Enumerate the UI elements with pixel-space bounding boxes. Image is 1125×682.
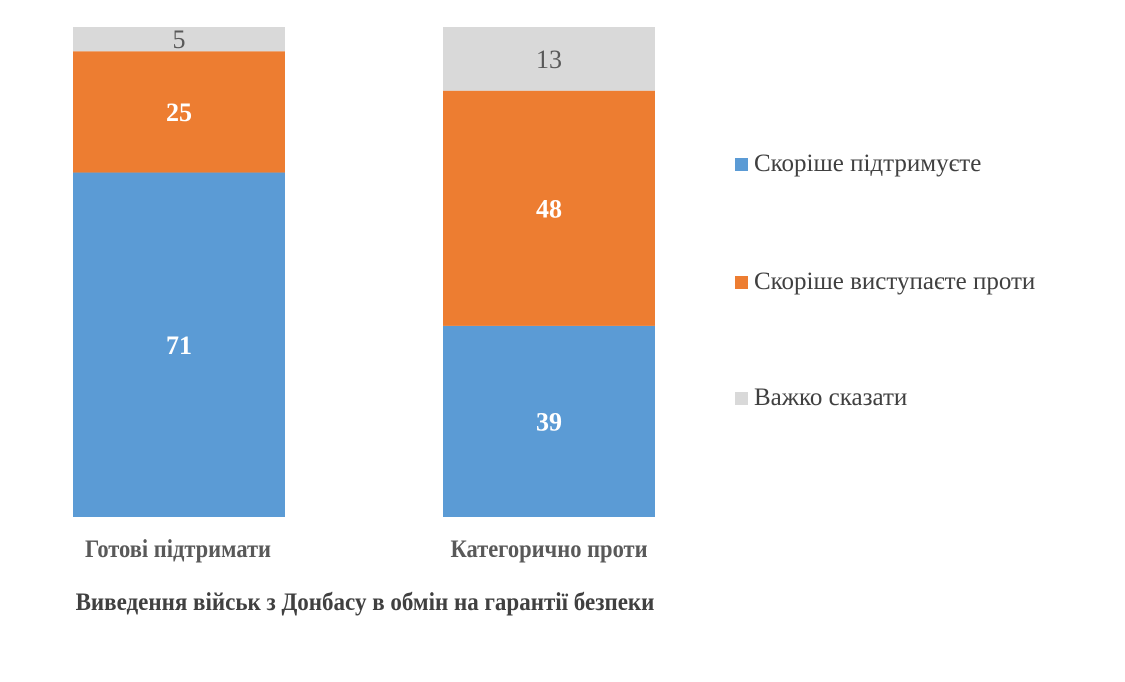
legend-swatch [735,391,748,405]
legend-label: Скоріше виступаєте проти [754,268,1036,295]
bar-segment-0-2 [73,27,285,52]
category-label-0: Готові підтримати [84,536,272,563]
data-label-1-0: 39 [536,407,562,436]
legend-label: Скоріше підтримуєте [754,150,982,177]
data-label-0-1: 25 [166,98,192,127]
data-label-1-2: 13 [536,45,562,74]
data-label-0-0: 71 [166,331,192,360]
data-label-0-2: 5 [173,25,186,54]
legend-swatch [735,275,748,289]
legend-item-support: Скоріше підтримуєте [735,149,981,179]
data-label-1-1: 48 [536,194,562,223]
bar-segment-0-0 [73,172,285,517]
x-axis-title: Виведення військ з Донбасу в обмін на га… [75,589,655,616]
bar-segment-0-1 [73,51,285,173]
bar-segment-1-2 [443,27,655,91]
category-label-1: Категорично проти [450,536,648,563]
legend-item-hard-to-say: Важко сказати [735,383,907,413]
bar-segment-1-1 [443,90,655,326]
legend-swatch [735,157,748,171]
legend-label: Важко сказати [754,384,908,411]
legend-item-oppose: Скоріше виступаєте проти [735,267,1035,297]
bar-segment-1-0 [443,325,655,517]
